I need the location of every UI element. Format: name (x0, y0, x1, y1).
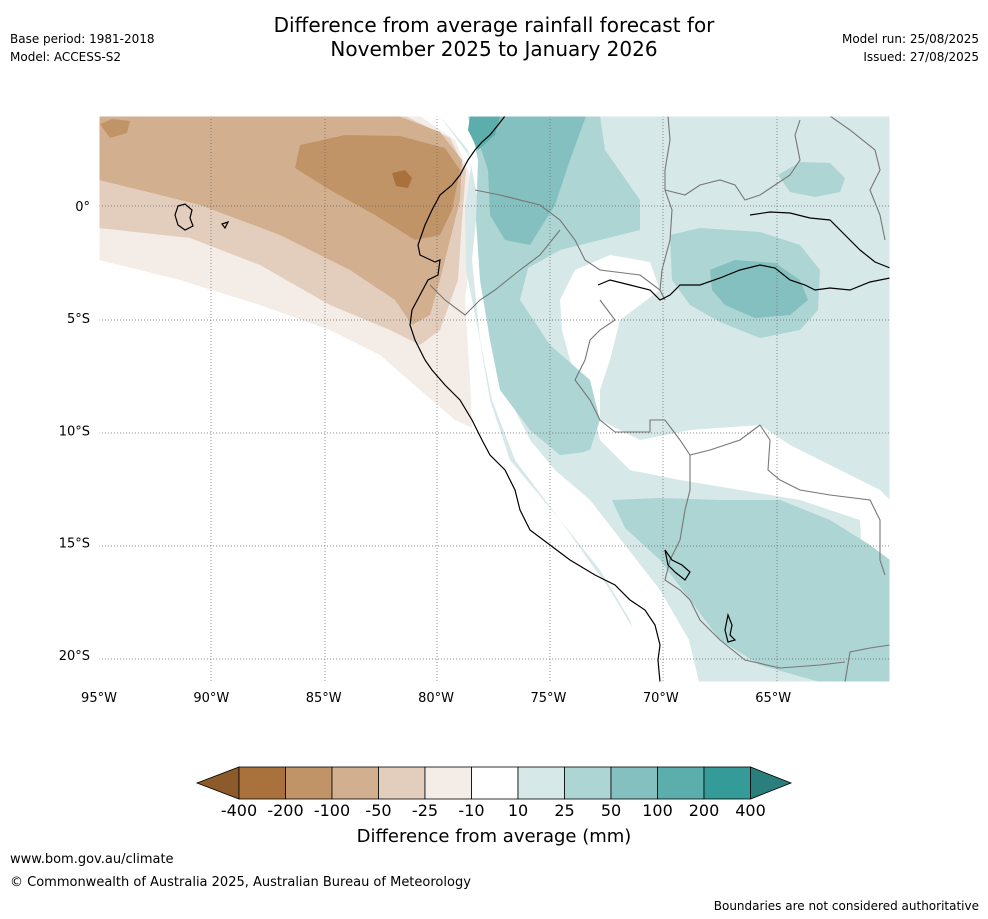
boundaries-disclaimer: Boundaries are not considered authoritat… (713, 899, 979, 913)
colorbar: -400 -200 -100 -50 -25 -10 10 25 50 100 200 400 (195, 766, 793, 820)
colorbar-swatch (703, 766, 751, 800)
colorbar-tick-label: -400 (221, 801, 257, 820)
colorbar-swatch (238, 766, 286, 800)
lon-tick-label: 70°W (643, 691, 679, 706)
shade-wetter-25-north (778, 162, 845, 197)
shade-no-change-a (560, 255, 890, 682)
website-link[interactable]: www.bom.gov.au/climate (10, 852, 174, 867)
shade-wetter-100 (468, 116, 500, 150)
colorbar-tick-label: 25 (554, 801, 574, 820)
shade-drier-200-b (100, 119, 130, 138)
border-colombia-brazil (659, 189, 673, 291)
model-label: Model: ACCESS-S2 (10, 50, 122, 64)
lon-tick-label: 75°W (530, 691, 566, 706)
colorbar-swatch (517, 766, 565, 800)
lon-tick-label: 90°W (193, 691, 229, 706)
model-run-label: Model run: 25/08/2025 (841, 32, 979, 46)
lon-tick-label: 65°W (755, 691, 791, 706)
shade-wetter-25-south (612, 498, 890, 682)
header-left: Base period: 1981-2018 Model: ACCESS-S2 (10, 30, 155, 66)
lon-tick-label: 85°W (306, 691, 342, 706)
latitude-ticks: 0° 5°S 10°S 15°S 20°S (59, 200, 90, 664)
colorbar-swatch (424, 766, 472, 800)
colorbar-tick-label: -100 (314, 801, 350, 820)
colorbar-extend-low (195, 766, 240, 800)
coast-galapagos-a (174, 203, 194, 231)
colorbar-swatch (564, 766, 612, 800)
lat-tick-label: 15°S (59, 537, 90, 552)
colorbar-swatch (471, 766, 519, 800)
lat-tick-label: 0° (75, 200, 90, 215)
shade-wetter-50 (470, 116, 586, 245)
border-peru-brazil (574, 299, 761, 456)
colorbar-tick-label: 400 (735, 801, 766, 820)
issued-label: Issued: 27/08/2025 (863, 50, 979, 64)
border-colombia-ecuador-peru (474, 189, 666, 301)
copyright-notice: © Commonwealth of Australia 2025, Austra… (10, 875, 471, 890)
colorbar-swatch (610, 766, 658, 800)
header-right: Model run: 25/08/2025 Issued: 27/08/2025 (842, 30, 979, 66)
lat-tick-label: 10°S (59, 424, 90, 439)
border-guyana (829, 116, 886, 241)
colorbar-swatch (331, 766, 379, 800)
coast-pacific-south-america (409, 116, 661, 682)
border-peru-bolivia (664, 455, 691, 601)
graticule (99, 116, 890, 682)
coast-amazon-river (597, 264, 890, 301)
lon-tick-label: 80°W (418, 691, 454, 706)
colorbar-tick-label: 10 (508, 801, 528, 820)
colorbar-swatch (657, 766, 705, 800)
shade-wetter-25-southwest (500, 345, 600, 455)
shade-drier-200-a (392, 170, 412, 188)
colorbar-tick-label: -25 (412, 801, 438, 820)
border-ecuador-peru (429, 229, 561, 316)
map-title-line2: November 2025 to January 2026 (330, 37, 658, 61)
longitude-ticks: 95°W 90°W 85°W 80°W 75°W 70°W 65°W (81, 691, 791, 706)
coast-lake-poopo (724, 612, 737, 643)
colorbar-title: Difference from average (mm) (356, 826, 632, 847)
country-borders (429, 116, 890, 682)
colorbar-swatch (378, 766, 426, 800)
border-chile-argentina (689, 599, 846, 669)
coastlines (174, 116, 890, 682)
coast-northern (749, 211, 890, 269)
colorbar-tick-label: -50 (365, 801, 391, 820)
shade-drier-100 (295, 135, 460, 240)
colorbar-swatch (285, 766, 333, 800)
colorbar-tick-label: 50 (601, 801, 621, 820)
border-bolivia-brazil (759, 424, 886, 576)
colorbar-tick-label: -10 (458, 801, 484, 820)
colorbar-extend-high (750, 766, 793, 800)
coast-galapagos-b (221, 220, 230, 230)
colorbar-tick-label: 100 (642, 801, 673, 820)
border-venezuela-colombia (664, 116, 801, 201)
map-panel (99, 116, 890, 682)
lat-tick-label: 20°S (59, 649, 90, 664)
lat-tick-label: 5°S (67, 312, 90, 327)
map-title-line1: Difference from average rainfall forecas… (273, 13, 715, 37)
base-period-label: Base period: 1981-2018 (10, 32, 155, 46)
border-bolivia-paraguay (844, 644, 890, 682)
map-title: Difference from average rainfall forecas… (0, 13, 988, 61)
lon-tick-label: 95°W (81, 691, 117, 706)
coast-lake-titicaca (664, 549, 691, 581)
colorbar-tick-label: 200 (689, 801, 720, 820)
shade-no-change-b (440, 116, 699, 682)
colorbar-tick-label: -200 (267, 801, 303, 820)
